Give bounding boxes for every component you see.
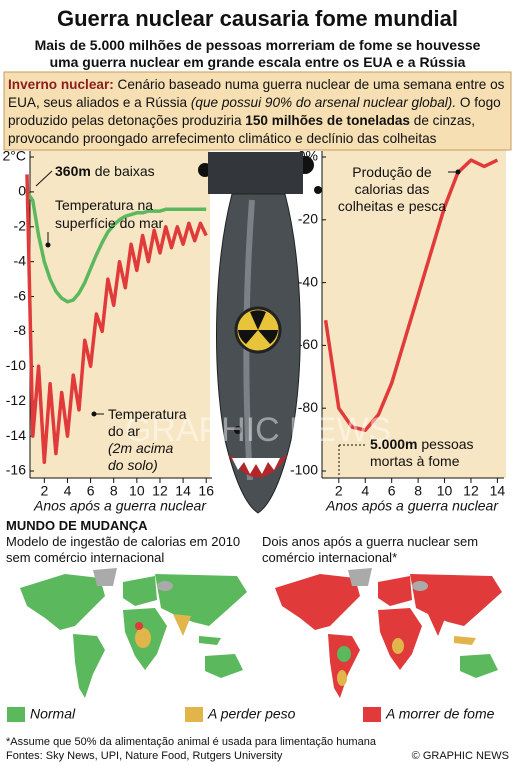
x-tick-label: 8 [110,483,118,499]
annotation-text: pessoas mortas à fome [370,436,474,469]
x-tick-label: 14 [175,483,191,499]
line [25,190,207,304]
legend: Normal A perder peso A morrer de fome [7,706,495,722]
shark-teeth [232,458,280,474]
line [323,158,499,432]
x-tick-label: 10 [437,483,453,499]
footnote: *Assume que 50% da alimentação animal é … [6,736,376,748]
x-axis-label: Anos após a guerra nuclear [33,498,207,514]
y-tick-label: -14 [6,427,26,443]
charts: 2°C0-2-4-6-8-10-12-14-162 4 6 8 10 12 14 16Anos… [3,148,506,514]
map-title: Modelo de ingestão de calorias em 2010 s… [6,534,241,565]
intro-italic: (que possui 90% do arsenal nuclear globa… [190,95,457,110]
series-label: Temperatura do ar [108,406,187,439]
legend-swatch [185,707,203,722]
legend-label: Normal [30,706,76,722]
y-tick-label: 0 [18,183,26,199]
y-tick-label: -4 [14,252,27,268]
x-tick-label: 10 [129,483,145,499]
splatter [314,186,322,194]
leader-dot [45,242,51,248]
annotation-bold: 5.000m [370,436,418,452]
intro-lead: Inverno nuclear: [8,77,114,92]
map-title: Dois anos após a guerra nuclear sem comé… [262,534,479,565]
y-tick-label: -6 [14,287,27,303]
intro: Inverno nuclear: Cenário baseado numa gu… [8,76,508,148]
y-tick-label: -20 [298,211,318,227]
x-tick-label: 6 [388,483,396,499]
annotation: 360m de baixas [55,163,155,179]
intro-bold: 150 milhões de toneladas [245,113,410,128]
legend-label: A morrer de fome [385,706,495,722]
map-before [20,568,247,698]
intro-text: O fogo produzido pelas detonações produz… [8,95,501,128]
leader-dot [455,169,461,175]
intro-text: de cinzas, provocando proongado arrefeci… [8,113,475,146]
shark-eye [234,426,242,434]
map-section-title: MUNDO DE MUDANÇA [6,518,148,533]
annotation-bold: 360m [55,163,91,179]
sources: Fontes: Sky News, UPI, Nature Food, Rutg… [6,750,283,762]
intro-box [3,71,512,151]
radiation-trefoil [238,310,278,344]
watermark: GRAPHIC NEWS [125,411,391,449]
x-tick-label: 4 [361,483,369,499]
leader [35,170,53,187]
bomb-fin [208,152,303,194]
map-after [275,568,502,698]
y-tick-label: -8 [14,322,27,338]
x-tick-label: 2 [40,483,48,499]
annotation: (2m acima do solo) [108,440,174,473]
x-tick-label: 16 [198,483,214,499]
y-tick-label: 2°C [3,148,27,164]
line [25,174,208,465]
legend-swatch [363,707,381,722]
legend-swatch [7,707,25,722]
x-tick-label: 2 [335,483,343,499]
legend-label: A perder peso [207,706,296,722]
y-tick-label: -12 [6,392,26,408]
y-tick-label: -2 [14,217,27,233]
intro-text: Cenário baseado numa guerra nuclear de u… [8,77,505,110]
series-label: Produção de calorias das colheitas e pes… [337,164,447,214]
series-label: Temperatura na superfície do mar [55,197,164,231]
x-tick-label: 14 [490,483,506,499]
x-axis-label: Anos após a guerra nuclear [325,498,499,514]
y-tick-label: -40 [298,273,318,289]
annotation: 5.000m pessoas mortas à fome [370,436,490,470]
y-tick-label: -80 [298,399,318,415]
x-tick-label: 12 [152,483,168,499]
x-tick-label: 12 [463,483,479,499]
y-tick-label: -100 [290,462,318,478]
x-tick-label: 4 [64,483,72,499]
annotation-text: de baixas [94,163,155,179]
x-tick-label: 8 [414,483,422,499]
title: Guerra nuclear causaria fome mundial [56,6,459,31]
leader-dot [91,411,97,417]
x-tick-label: 6 [87,483,95,499]
y-tick-label: -16 [6,462,26,478]
y-tick-label: -10 [6,357,26,373]
y-tick-label: -60 [298,336,318,352]
credit: © GRAPHIC NEWS [411,750,509,762]
bomb [198,152,322,514]
subtitle: Mais de 5.000 milhões de pessoas morreri… [34,37,481,70]
